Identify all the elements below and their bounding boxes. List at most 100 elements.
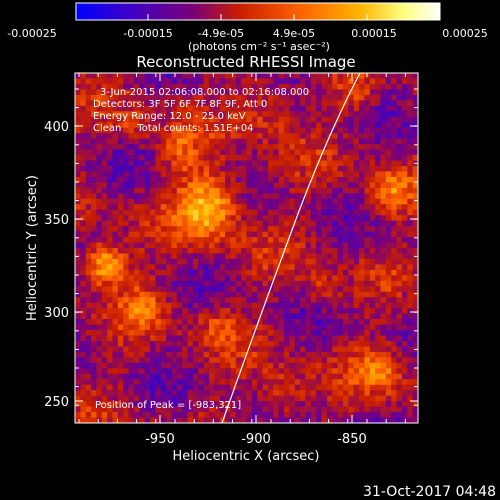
map-pixel xyxy=(171,401,178,408)
map-pixel xyxy=(139,127,146,134)
map-pixel xyxy=(401,308,408,315)
map-pixel xyxy=(385,220,392,227)
map-pixel xyxy=(289,406,296,413)
map-pixel xyxy=(176,242,183,249)
map-pixel xyxy=(91,116,98,123)
map-pixel xyxy=(182,340,189,348)
map-pixel xyxy=(401,165,408,173)
map-pixel xyxy=(187,390,194,397)
map-pixel xyxy=(112,176,119,183)
map-pixel xyxy=(219,253,226,260)
map-pixel xyxy=(257,138,264,145)
map-pixel xyxy=(203,346,210,353)
map-pixel xyxy=(214,253,221,260)
map-pixel xyxy=(235,144,242,151)
map-pixel xyxy=(176,417,183,423)
map-pixel xyxy=(198,368,205,375)
map-pixel xyxy=(203,313,210,320)
map-pixel xyxy=(326,253,333,260)
map-pixel xyxy=(332,324,339,331)
map-pixel xyxy=(123,242,130,249)
map-pixel xyxy=(123,401,130,408)
map-pixel xyxy=(412,149,418,156)
map-pixel xyxy=(359,231,366,238)
map-pixel xyxy=(176,83,183,91)
map-pixel xyxy=(337,116,344,123)
map-pixel xyxy=(187,100,194,107)
map-pixel xyxy=(155,258,162,266)
map-pixel xyxy=(369,308,376,315)
map-pixel xyxy=(117,368,124,375)
map-pixel xyxy=(294,373,301,380)
map-pixel xyxy=(198,209,205,216)
map-pixel xyxy=(128,406,135,413)
map-pixel xyxy=(332,89,339,96)
map-pixel xyxy=(107,330,114,337)
map-pixel xyxy=(107,176,114,183)
map-pixel xyxy=(284,368,290,375)
map-pixel xyxy=(171,182,178,189)
map-pixel xyxy=(348,176,355,183)
map-pixel xyxy=(235,193,242,200)
map-pixel xyxy=(182,182,189,189)
map-pixel xyxy=(284,242,290,249)
map-pixel xyxy=(305,324,312,331)
map-pixel xyxy=(396,362,403,369)
map-pixel xyxy=(364,319,371,326)
map-pixel xyxy=(214,220,221,227)
map-pixel xyxy=(117,198,124,205)
map-pixel xyxy=(144,133,151,140)
map-pixel xyxy=(251,340,258,348)
map-pixel xyxy=(171,379,178,386)
map-pixel xyxy=(96,406,103,413)
map-pixel xyxy=(123,269,130,276)
map-pixel xyxy=(267,127,274,134)
map-pixel xyxy=(305,390,312,397)
map-pixel xyxy=(353,122,360,129)
map-pixel xyxy=(144,73,151,80)
map-pixel xyxy=(241,116,248,123)
map-pixel xyxy=(401,319,408,326)
map-pixel xyxy=(332,215,339,222)
map-pixel xyxy=(219,144,226,151)
map-pixel xyxy=(150,346,156,353)
map-pixel xyxy=(176,258,183,266)
map-pixel xyxy=(321,94,328,101)
map-pixel xyxy=(289,308,296,315)
y-tick-label: 350 xyxy=(44,213,69,228)
map-pixel xyxy=(316,346,323,353)
map-pixel xyxy=(391,237,398,244)
map-pixel xyxy=(117,351,124,358)
map-pixel xyxy=(262,258,269,266)
map-pixel xyxy=(353,258,360,266)
map-pixel xyxy=(96,193,103,200)
map-pixel xyxy=(171,105,178,112)
map-pixel xyxy=(412,165,418,173)
map-pixel xyxy=(182,248,189,255)
map-pixel xyxy=(391,193,398,200)
map-pixel xyxy=(364,401,371,408)
peak-position-label: Position of Peak = [-983,321] xyxy=(95,400,241,411)
map-pixel xyxy=(101,313,108,320)
map-pixel xyxy=(235,368,242,375)
map-pixel xyxy=(310,182,317,189)
map-pixel xyxy=(241,351,248,358)
map-pixel xyxy=(284,417,290,423)
map-pixel xyxy=(166,269,173,276)
map-pixel xyxy=(262,248,269,255)
map-pixel xyxy=(91,155,98,162)
map-pixel xyxy=(348,412,355,419)
map-pixel xyxy=(396,83,403,91)
map-pixel xyxy=(96,248,103,255)
map-pixel xyxy=(176,182,183,189)
map-pixel xyxy=(412,116,418,123)
map-pixel xyxy=(391,160,398,167)
map-pixel xyxy=(198,78,205,85)
map-pixel xyxy=(337,155,344,162)
map-pixel xyxy=(139,220,146,227)
map-pixel xyxy=(273,116,280,123)
map-pixel xyxy=(310,198,317,205)
map-pixel xyxy=(208,198,215,205)
map-pixel xyxy=(75,319,81,326)
map-pixel xyxy=(348,346,355,353)
